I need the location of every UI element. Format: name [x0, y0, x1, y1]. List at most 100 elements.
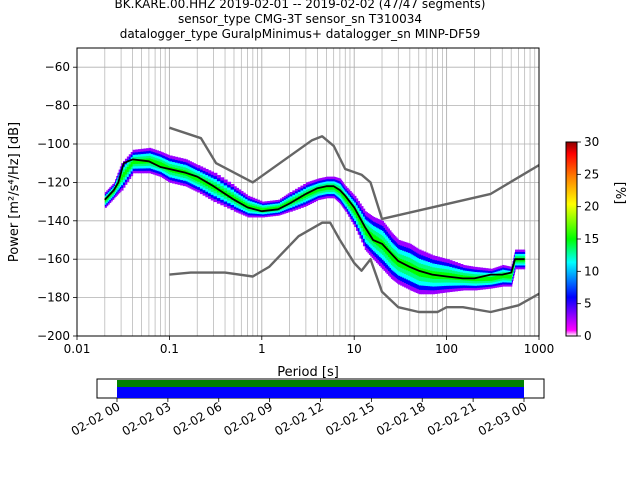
histogram-cell: [506, 280, 509, 283]
histogram-cell: [425, 277, 429, 282]
histogram-cell: [389, 230, 392, 236]
histogram-cell: [332, 178, 335, 182]
histogram-cell: [511, 275, 513, 278]
histogram-cell: [485, 280, 489, 283]
histogram-cell: [318, 195, 321, 198]
histogram-cell: [264, 204, 268, 207]
histogram-cell: [161, 167, 164, 171]
histogram-cell: [351, 218, 354, 222]
histogram-cell: [468, 280, 472, 284]
histogram-cell: [295, 201, 299, 204]
histogram-cell: [164, 158, 167, 162]
histogram-cell: [387, 251, 390, 258]
histogram-cell: [152, 149, 156, 153]
histogram-cell: [191, 183, 194, 187]
histogram-cell: [414, 246, 417, 252]
histogram-cell: [485, 282, 489, 286]
histogram-cell: [297, 189, 301, 192]
histogram-cell: [156, 170, 160, 174]
histogram-cell: [496, 276, 499, 280]
histogram-cell: [213, 192, 218, 197]
histogram-cell: [187, 163, 191, 167]
histogram-cell: [292, 204, 296, 207]
histogram-cell: [446, 268, 450, 273]
histogram-cell: [323, 192, 326, 195]
histogram-cell: [326, 182, 329, 186]
histogram-cell: [202, 189, 206, 193]
histogram-cell: [152, 159, 156, 163]
histogram-cell: [364, 211, 367, 216]
histogram-cell: [121, 176, 124, 180]
histogram-cell: [249, 204, 253, 208]
histogram-cell: [370, 247, 373, 253]
histogram-cell: [315, 183, 318, 187]
histogram-cell: [432, 278, 436, 283]
histogram-cell: [389, 253, 392, 259]
histogram-cell: [334, 194, 337, 198]
histogram-cell: [300, 203, 304, 206]
histogram-cell: [423, 259, 427, 265]
histogram-cell: [395, 237, 398, 243]
histogram-cell: [441, 257, 445, 262]
histogram-cell: [485, 272, 489, 275]
histogram-cell: [385, 224, 387, 230]
histogram-cell: [124, 179, 128, 183]
histogram-cell: [254, 206, 258, 209]
histogram-cell: [275, 201, 279, 204]
histogram-cell: [418, 254, 422, 259]
histogram-cell: [336, 196, 339, 199]
histogram-cell: [126, 176, 130, 180]
histogram-cell: [156, 162, 160, 166]
histogram-cell: [195, 188, 198, 192]
histogram-cell: [404, 241, 407, 247]
histogram-cell: [169, 160, 173, 165]
histogram-cell: [477, 267, 481, 270]
histogram-cell: [272, 214, 276, 217]
histogram-cell: [439, 285, 443, 290]
histogram-cell: [328, 180, 331, 184]
histogram-cell: [132, 168, 136, 171]
histogram-cell: [405, 242, 409, 248]
histogram-cell: [474, 269, 478, 272]
histogram-cell: [272, 211, 276, 214]
histogram-cell: [106, 198, 109, 201]
histogram-cell: [405, 260, 409, 266]
histogram-cell: [113, 193, 116, 196]
histogram-cell: [427, 257, 431, 263]
histogram-cell: [349, 216, 352, 220]
histogram-cell: [382, 259, 385, 265]
histogram-cell: [371, 253, 374, 259]
histogram-cell: [364, 241, 367, 247]
histogram-cell: [355, 208, 359, 212]
histogram-cell: [185, 178, 189, 182]
histogram-cell: [289, 203, 293, 206]
histogram-cell: [359, 227, 362, 232]
histogram-cell: [327, 178, 330, 182]
histogram-cell: [318, 197, 321, 200]
histogram-cell: [444, 265, 448, 270]
histogram-cell: [174, 172, 179, 177]
histogram-cell: [344, 189, 346, 193]
histogram-cell: [376, 231, 379, 237]
histogram-cell: [116, 189, 118, 192]
histogram-cell: [281, 212, 285, 215]
histogram-cell: [397, 247, 399, 253]
histogram-cell: [300, 185, 304, 189]
histogram-cell: [230, 204, 235, 208]
histogram-cell: [377, 218, 380, 224]
histogram-cell: [464, 287, 468, 291]
histogram-cell: [383, 241, 386, 248]
histogram-cell: [167, 178, 170, 182]
histogram-cell: [313, 179, 317, 183]
histogram-cell: [143, 148, 147, 152]
histogram-cell: [394, 276, 397, 282]
histogram-cell: [247, 212, 251, 216]
histogram-cell: [342, 189, 344, 193]
histogram-cell: [389, 272, 392, 278]
histogram-cell: [405, 265, 409, 271]
histogram-cell: [344, 202, 346, 206]
histogram-cell: [523, 255, 526, 258]
histogram-cell: [150, 165, 154, 169]
histogram-cell: [432, 270, 436, 276]
histogram-cell: [466, 275, 470, 279]
